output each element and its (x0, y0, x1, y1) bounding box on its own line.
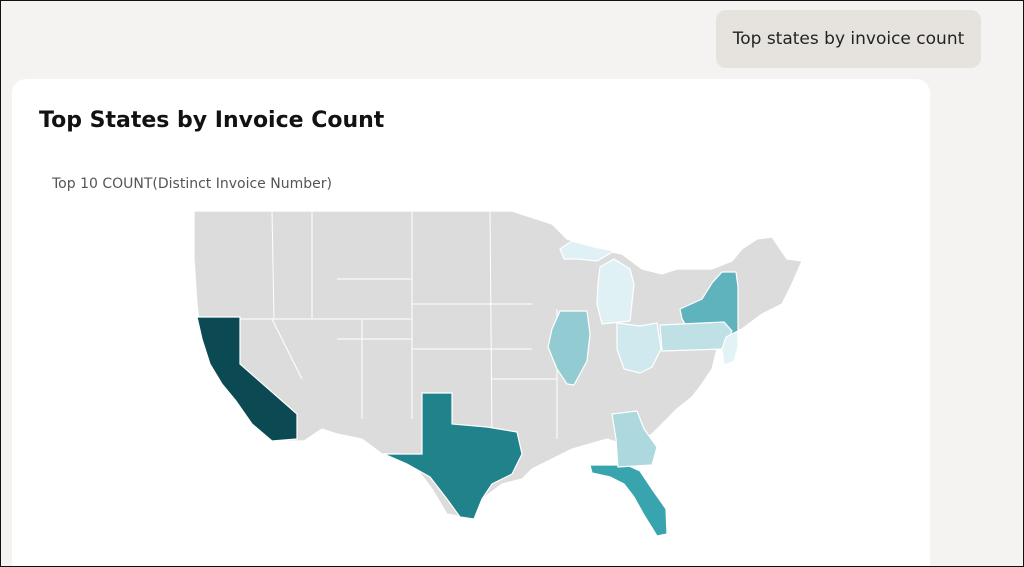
state-ca[interactable] (196, 316, 298, 442)
chart-title: Top States by Invoice Count (39, 108, 385, 133)
user-message-bubble: Top states by invoice count (716, 10, 981, 68)
state-mi-upper[interactable] (559, 240, 616, 262)
user-message-text: Top states by invoice count (732, 29, 965, 49)
us-choropleth-map (193, 210, 803, 537)
state-il[interactable] (547, 310, 591, 386)
state-tx[interactable] (383, 392, 523, 520)
chart-subtitle: Top 10 COUNT(Distinct Invoice Number) (52, 176, 332, 192)
chart-card: Top States by Invoice Count Top 10 COUNT… (12, 79, 930, 566)
state-fl[interactable] (589, 464, 668, 537)
state-ga[interactable] (611, 410, 658, 468)
us-base-shape (193, 210, 803, 520)
state-borders (212, 210, 558, 440)
state-pa[interactable] (659, 321, 733, 352)
state-nj[interactable] (721, 330, 739, 366)
state-mi-lower[interactable] (596, 258, 635, 325)
state-oh[interactable] (616, 322, 662, 374)
